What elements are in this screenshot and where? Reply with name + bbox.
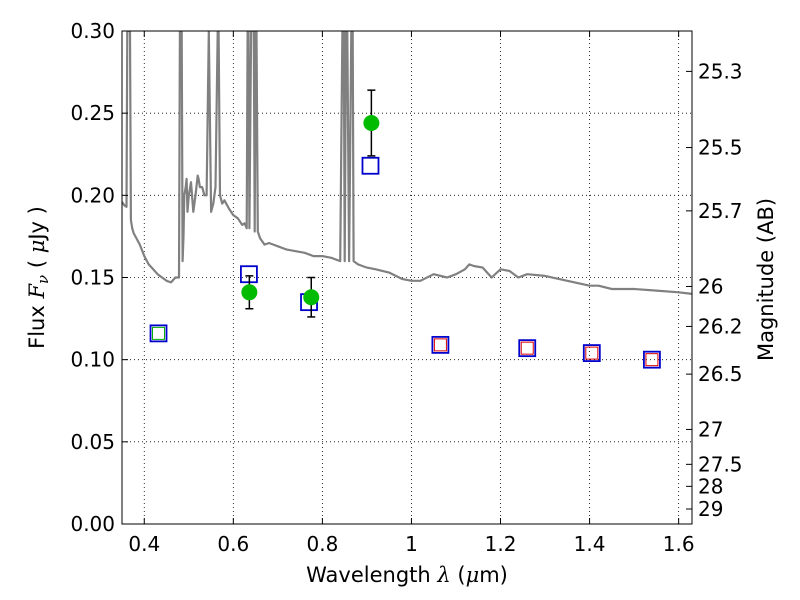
model-box-inner-red xyxy=(520,341,534,355)
x-tick-label: 0.6 xyxy=(217,532,249,556)
y-tick-label: 0.25 xyxy=(70,101,115,125)
y-tick-label: 0.05 xyxy=(70,430,115,454)
y-tick-label: 0.10 xyxy=(70,348,115,372)
observed-point xyxy=(363,115,380,132)
x-tick-label: 1 xyxy=(405,532,418,556)
x-axis-label: Wavelength λ (μm) xyxy=(306,563,508,587)
y2-tick-label: 25.3 xyxy=(698,59,743,83)
model-box-point xyxy=(361,156,380,175)
y-tick-label: 0.00 xyxy=(70,512,115,536)
model-box-point xyxy=(582,344,601,362)
x-tick-label: 0.8 xyxy=(306,532,338,556)
y2-tick-label: 28 xyxy=(698,474,723,498)
model-box-point xyxy=(518,339,537,358)
ticks: 0.4 0.6 0.8 1 1.2 1.4 1.6 0.00 0.05 0.10 0.15 0.20 0… xyxy=(70,19,742,556)
model-box-point xyxy=(643,350,661,369)
x-tick-label: 1.4 xyxy=(574,532,606,556)
y2-axis-label: Magnitude (AB) xyxy=(754,198,778,361)
y2-tick-label: 26.5 xyxy=(698,362,743,386)
grid xyxy=(122,31,692,524)
y2-tick-label: 25.5 xyxy=(698,136,743,160)
model-box-point xyxy=(149,324,168,343)
x-tick-label: 1.6 xyxy=(663,532,695,556)
model-box-point xyxy=(431,335,450,354)
model-box-inner-red xyxy=(585,346,599,360)
y2-tick-label: 26 xyxy=(698,274,723,298)
y-tick-label: 0.15 xyxy=(70,266,115,290)
y-axis-label: Flux Fν ( μJy ) xyxy=(25,206,52,349)
x-tick-label: 1.2 xyxy=(485,532,517,556)
y2-tick-label: 29 xyxy=(698,497,723,521)
y2-tick-label: 27.5 xyxy=(698,452,743,476)
observed-point xyxy=(303,289,320,306)
x-tick-label: 0.4 xyxy=(128,532,160,556)
y2-tick-label: 27 xyxy=(698,417,723,441)
y-tick-label: 0.20 xyxy=(70,183,115,207)
y2-tick-label: 25.7 xyxy=(698,199,743,223)
model-box-inner-red xyxy=(645,353,659,367)
sed-model-line xyxy=(122,31,692,295)
series-layer xyxy=(122,31,692,369)
model-box-inner-green xyxy=(152,326,166,340)
observed-point xyxy=(241,284,258,301)
model-box-inner-red xyxy=(433,338,447,352)
y-tick-label: 0.30 xyxy=(70,19,115,43)
y2-tick-label: 26.2 xyxy=(698,314,743,338)
